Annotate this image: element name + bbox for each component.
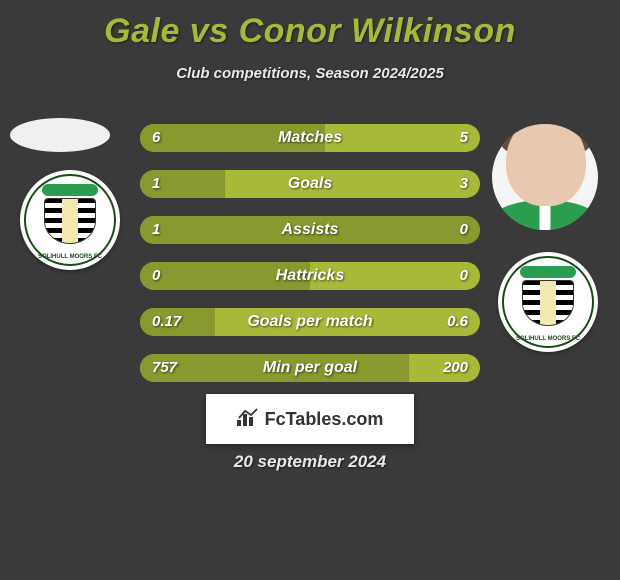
player-right-avatar — [492, 124, 598, 230]
comparison-title: Gale vs Conor Wilkinson — [0, 0, 620, 51]
club-right-badge: SOLIHULL MOORS FC — [498, 252, 598, 352]
comparison-subtitle: Club competitions, Season 2024/2025 — [0, 65, 620, 82]
stat-bar: 757200Min per goal — [140, 354, 480, 382]
footer-brand-logo: FcTables.com — [206, 394, 414, 444]
stat-label: Goals per match — [140, 308, 480, 336]
stat-bar: 13Goals — [140, 170, 480, 198]
footer-brand-text: FcTables.com — [265, 409, 384, 430]
stat-bar: 00Hattricks — [140, 262, 480, 290]
stat-label: Matches — [140, 124, 480, 152]
player-left-avatar — [10, 118, 110, 152]
player-face — [506, 124, 586, 206]
club-left-badge: SOLIHULL MOORS FC — [20, 170, 120, 270]
stat-bar: 0.170.6Goals per match — [140, 308, 480, 336]
stat-label: Min per goal — [140, 354, 480, 382]
footer-date: 20 september 2024 — [0, 452, 620, 472]
stats-container: 65Matches 13Goals 10Assists 00Hattricks 0.17… — [140, 124, 480, 400]
stat-bar: 65Matches — [140, 124, 480, 152]
chart-icon — [237, 408, 259, 431]
stat-bar: 10Assists — [140, 216, 480, 244]
stat-label: Assists — [140, 216, 480, 244]
stat-label: Hattricks — [140, 262, 480, 290]
stat-label: Goals — [140, 170, 480, 198]
